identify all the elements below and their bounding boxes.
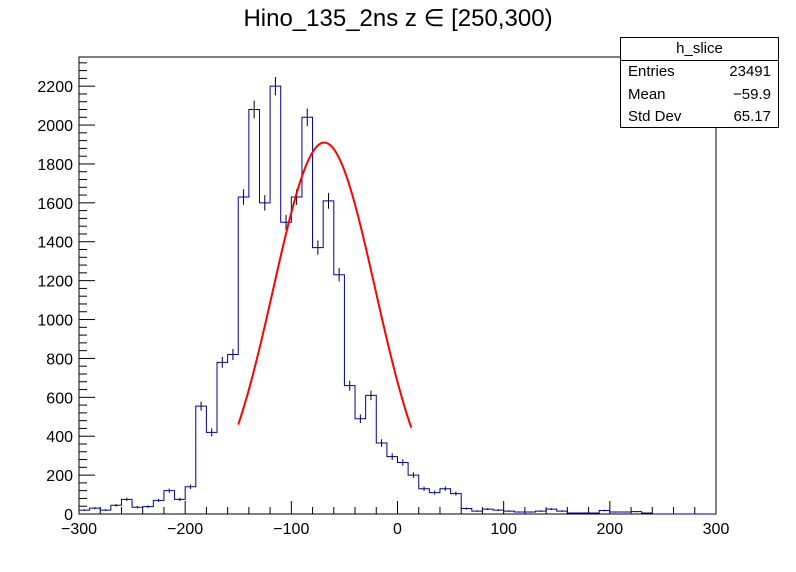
y-tick-label: 600 [46, 390, 73, 407]
y-tick-label: 1400 [37, 235, 73, 252]
stats-key: Mean [628, 85, 666, 103]
y-tick-label: 0 [64, 507, 73, 524]
y-tick-labels: 0 200 400 600 800 1000 1200 1400 1600 1800 2000 220… [37, 79, 73, 524]
x-tick-label: 100 [490, 521, 517, 538]
gaussian-fit-curve [237, 141, 413, 428]
stats-key: Entries [628, 63, 675, 80]
stats-box: h_slice Entries 23491 Mean −59.9 Std Dev… [620, 37, 779, 128]
chart-title: Hino_135_2ns z ∈ [250,300) [243, 5, 553, 32]
stats-row-stddev: Std Dev 65.17 [621, 106, 778, 129]
stats-row-entries: Entries 23491 [621, 61, 778, 84]
stats-value: −59.9 [733, 85, 771, 103]
stats-value: 65.17 [733, 108, 771, 125]
stats-box-title: h_slice [621, 38, 778, 61]
y-tick-label: 200 [46, 468, 73, 485]
error-bars [83, 77, 648, 514]
x-tick-label: −200 [167, 521, 203, 538]
stats-value: 23491 [729, 63, 771, 80]
axis-ticks [78, 62, 717, 515]
y-tick-label: 1600 [37, 196, 73, 213]
y-tick-label: 2200 [37, 79, 73, 96]
y-tick-label: 2000 [37, 118, 73, 135]
y-tick-label: 1200 [37, 274, 73, 291]
y-tick-label: 800 [46, 351, 73, 368]
x-tick-label: −100 [273, 521, 309, 538]
y-tick-label: 1000 [37, 313, 73, 330]
x-tick-label: 200 [596, 521, 623, 538]
x-tick-labels: −300 −200 −100 0 100 200 300 [61, 521, 729, 538]
y-tick-label: 400 [46, 429, 73, 446]
y-tick-label: 1800 [37, 157, 73, 174]
histogram-line [79, 85, 716, 515]
stats-row-mean: Mean −59.9 [621, 84, 778, 107]
x-tick-label: −300 [61, 521, 97, 538]
stats-key: Std Dev [628, 108, 682, 125]
x-tick-label: 0 [393, 521, 402, 538]
x-tick-label: 300 [703, 521, 730, 538]
